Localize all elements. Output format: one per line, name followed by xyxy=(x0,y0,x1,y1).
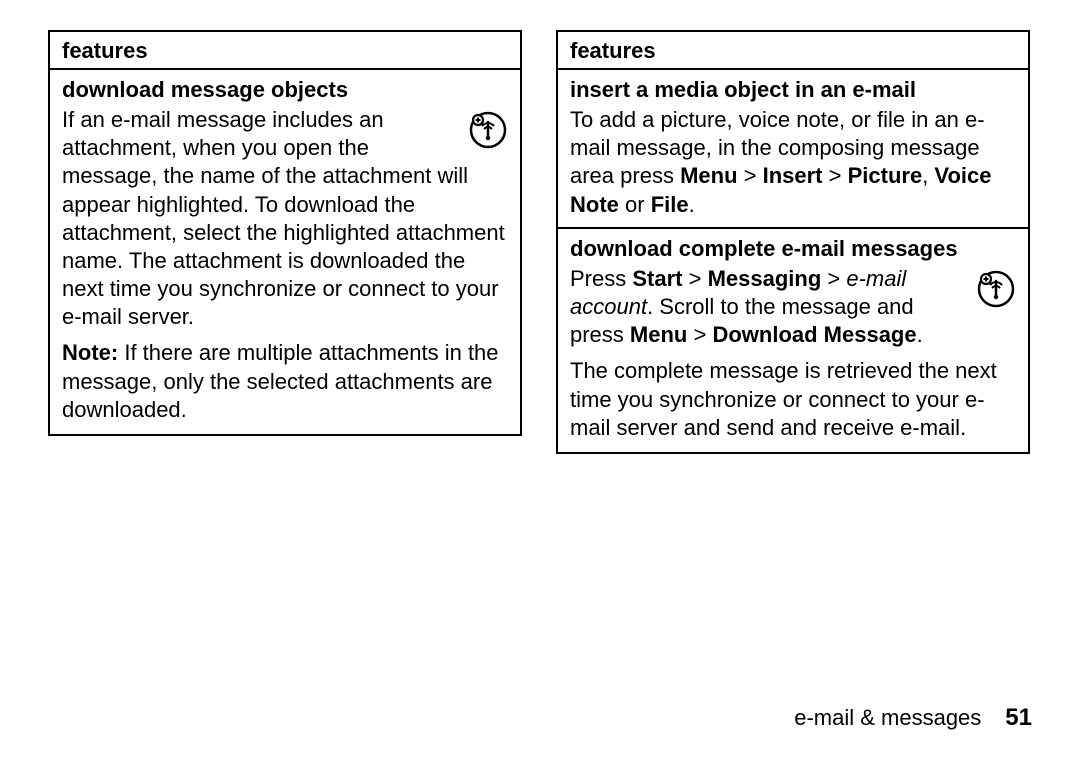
note-label: Note: xyxy=(62,340,118,365)
page-number: 51 xyxy=(1005,704,1032,731)
footer-section-label: e-mail & messages xyxy=(794,705,981,730)
menu-path-insert: Insert xyxy=(763,163,823,188)
text-frag: > xyxy=(738,163,763,188)
menu-path-file: File xyxy=(651,192,689,217)
text-frag: , xyxy=(922,163,934,188)
note-text: If there are multiple attachments in the… xyxy=(62,340,499,421)
text-frag: > xyxy=(682,266,707,291)
text-frag: > xyxy=(821,266,846,291)
left-section-note: Note: If there are multiple attachments … xyxy=(62,339,508,423)
text-frag: Press xyxy=(570,266,632,291)
network-icon xyxy=(468,110,508,150)
right-section1-paragraph: To add a picture, voice note, or file in… xyxy=(570,106,1016,219)
text-frag: . xyxy=(689,192,695,217)
right-box-header: features xyxy=(558,32,1028,70)
menu-path-picture: Picture xyxy=(848,163,923,188)
menu-path-messaging: Messaging xyxy=(708,266,822,291)
menu-path-start: Start xyxy=(632,266,682,291)
network-icon xyxy=(976,269,1016,309)
text-frag: . xyxy=(917,322,923,347)
right-section2-paragraph-1: Press Start > Messaging > e-mail account… xyxy=(570,265,1016,349)
menu-path-menu: Menu xyxy=(630,322,687,347)
right-features-box: features insert a media object in an e-m… xyxy=(556,30,1030,454)
left-p1-text: If an e-mail message includes an attachm… xyxy=(62,107,505,329)
right-box-body: insert a media object in an e-mail To ad… xyxy=(558,70,1028,452)
menu-path-download-message: Download Message xyxy=(712,322,916,347)
left-features-box: features download message objects xyxy=(48,30,522,436)
left-section-paragraph-1: If an e-mail message includes an attachm… xyxy=(62,106,508,331)
page-footer: e-mail & messages 51 xyxy=(794,704,1032,732)
text-frag: > xyxy=(687,322,712,347)
right-section1-title: insert a media object in an e-mail xyxy=(570,76,1016,104)
menu-path-menu: Menu xyxy=(680,163,737,188)
manual-page: features download message objects xyxy=(0,0,1080,764)
two-column-layout: features download message objects xyxy=(48,30,1032,454)
text-frag: > xyxy=(823,163,848,188)
right-section2-title: download complete e-mail messages xyxy=(570,235,1016,263)
right-section2-paragraph-2: The complete message is retrieved the ne… xyxy=(570,357,1016,441)
left-box-body: download message objects xyxy=(50,70,520,434)
left-box-header: features xyxy=(50,32,520,70)
text-frag: or xyxy=(619,192,651,217)
left-section-title: download message objects xyxy=(62,76,508,104)
section-divider xyxy=(558,227,1028,229)
